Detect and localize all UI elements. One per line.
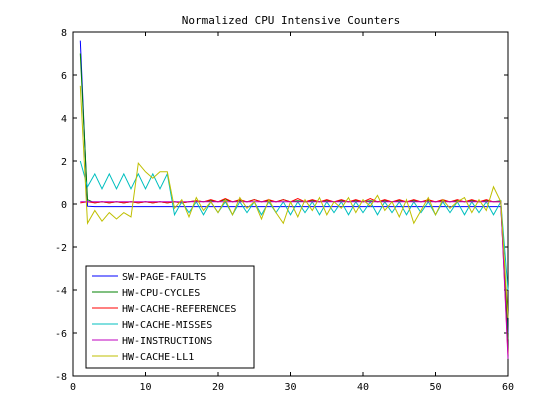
legend-label: HW-CPU-CYCLES — [122, 288, 200, 299]
x-tick-label: 50 — [429, 382, 441, 393]
x-tick-label: 30 — [284, 382, 296, 393]
legend-label: HW-CACHE-MISSES — [122, 320, 212, 331]
series-line-hw-cache-ll1 — [79, 85, 509, 318]
series-line-sw-page-faults — [79, 40, 509, 334]
x-tick-label: 10 — [139, 382, 151, 393]
y-tick-label: 2 — [61, 157, 67, 168]
legend-label: SW-PAGE-FAULTS — [122, 272, 206, 283]
y-tick-label: 4 — [61, 114, 67, 125]
x-tick-label: 60 — [502, 382, 514, 393]
series-line-hw-instructions — [80, 201, 509, 359]
x-tick-label: 0 — [70, 382, 76, 393]
y-tick-label: -2 — [55, 243, 67, 254]
legend-label: HW-INSTRUCTIONS — [122, 336, 212, 347]
legend-box — [85, 265, 255, 369]
x-tick-label: 40 — [357, 382, 369, 393]
series-lines — [79, 40, 509, 359]
y-tick-label: 6 — [61, 71, 67, 82]
y-tick-label: -8 — [55, 372, 67, 383]
y-tick-label: 8 — [61, 28, 67, 39]
y-tick-label: -4 — [55, 286, 67, 297]
y-tick-label: 0 — [61, 200, 67, 211]
legend-label: HW-CACHE-REFERENCES — [122, 304, 236, 315]
y-tick-label: -6 — [55, 329, 67, 340]
legend-label: HW-CACHE-LL1 — [122, 352, 194, 363]
chart-title: Normalized CPU Intensive Counters — [182, 14, 401, 27]
legend: SW-PAGE-FAULTS HW-CPU-CYCLES HW-CACHE-REFE… — [85, 265, 255, 369]
x-tick-label: 20 — [212, 382, 224, 393]
axis-ticks: 0 10 20 30 40 50 60 -8 -6 -4 -2 0 2 4 6 8 — [55, 28, 514, 393]
